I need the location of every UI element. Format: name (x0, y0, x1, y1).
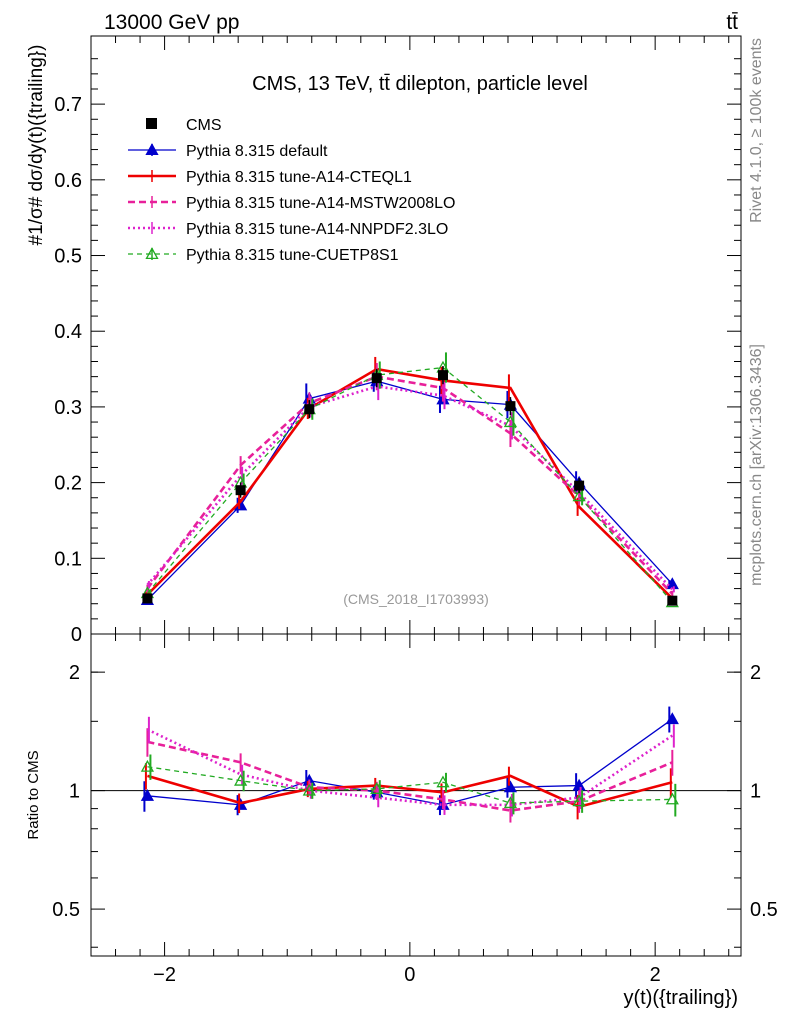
legend-entry: Pythia 8.315 tune-CUETP8S1 (186, 247, 399, 264)
ratio-line (147, 718, 673, 806)
ratio-marker (140, 759, 155, 772)
data-point (235, 485, 246, 496)
legend-marker (145, 143, 159, 156)
legend: CMS Pythia 8.315 default Pythia 8.315 tune… (128, 117, 455, 264)
legend-entry: Pythia 8.315 default (186, 143, 328, 160)
legend-marker (145, 247, 159, 260)
legend-swatch (146, 118, 157, 129)
ratio-marker (370, 782, 384, 794)
ratio-marker (665, 792, 679, 805)
ratio-marker (572, 794, 586, 807)
ratio-tick-label: 2 (69, 662, 80, 684)
ratio-tick-label-right: 0.5 (750, 899, 778, 921)
data-point (371, 373, 382, 384)
x-tick-label: −2 (153, 964, 176, 986)
ratio-tick-label-right: 1 (750, 781, 761, 803)
data-point (437, 370, 448, 381)
x-axis-label: y(t)({trailing}) (624, 987, 738, 1009)
series-line (146, 380, 673, 601)
analysis-label: (CMS_2018_I1703993) (343, 591, 489, 607)
rivet-label: Rivet 4.1.0, ≥ 100k events (748, 38, 765, 223)
ratio-tick-label: 1 (69, 781, 80, 803)
chart-title: CMS, 13 TeV, tt̄ dilepton, particle leve… (252, 73, 588, 95)
series-line (146, 375, 674, 595)
process-label: tt̄ (726, 11, 738, 34)
ratio-marker (234, 773, 248, 786)
ratio-marker (302, 783, 316, 796)
ratio-line (147, 740, 673, 812)
ratio-line (146, 728, 674, 807)
ratio-marker (436, 775, 450, 788)
ratio-tick-label: 0.5 (52, 899, 80, 921)
series-marker (572, 489, 586, 502)
ratio-marker (503, 796, 518, 809)
series-marker (503, 415, 518, 428)
x-tick-label: 2 (650, 964, 661, 986)
energy-label: 13000 GeV pp (104, 11, 239, 34)
series-line (146, 366, 673, 603)
y-tick-label: 0 (71, 624, 82, 646)
ratio-panel-frame (90, 633, 742, 957)
series-layer (140, 352, 679, 823)
ratio-axis-label: Ratio to CMS (25, 750, 42, 839)
legend-entry: Pythia 8.315 tune-A14-MSTW2008LO (186, 195, 455, 212)
data-point (505, 401, 516, 412)
ratio-marker (140, 788, 155, 801)
x-tick-label: 0 (404, 964, 415, 986)
legend-entry: Pythia 8.315 tune-A14-NNPDF2.3LO (186, 221, 448, 238)
y-axis-label: #1/σ# dσ/dy(t)({trailing}) (26, 45, 47, 246)
data-point (142, 593, 153, 604)
y-tick-label: 0.6 (54, 170, 82, 192)
y-tick-label: 0.2 (54, 473, 82, 495)
y-tick-label: 0.1 (54, 548, 82, 570)
data-point (574, 480, 585, 491)
y-tick-label: 0.4 (54, 321, 82, 343)
series-line (146, 367, 674, 600)
axes-layer: −2 0 2 0.1 0.2 0.3 0.4 0.5 0.6 0.7 0 0.5 0.5 1 1 2 2 (52, 36, 778, 986)
ratio-marker (572, 778, 586, 791)
y-tick-label: 0.5 (54, 246, 82, 268)
y-tick-label: 0.7 (54, 94, 82, 116)
mcplots-label: mcplots.cern.ch [arXiv:1306.3436] (748, 344, 765, 586)
data-point (667, 595, 678, 606)
ratio-tick-label-right: 2 (750, 662, 761, 684)
legend-entry: Pythia 8.315 tune-A14-CTEQL1 (186, 169, 412, 186)
legend-entry: CMS (186, 117, 222, 134)
data-point (304, 404, 315, 415)
ratio-marker (665, 712, 679, 725)
ratio-marker (503, 780, 518, 793)
y-tick-label: 0.3 (54, 397, 82, 419)
series-line (146, 385, 674, 591)
ratio-line (147, 766, 673, 804)
